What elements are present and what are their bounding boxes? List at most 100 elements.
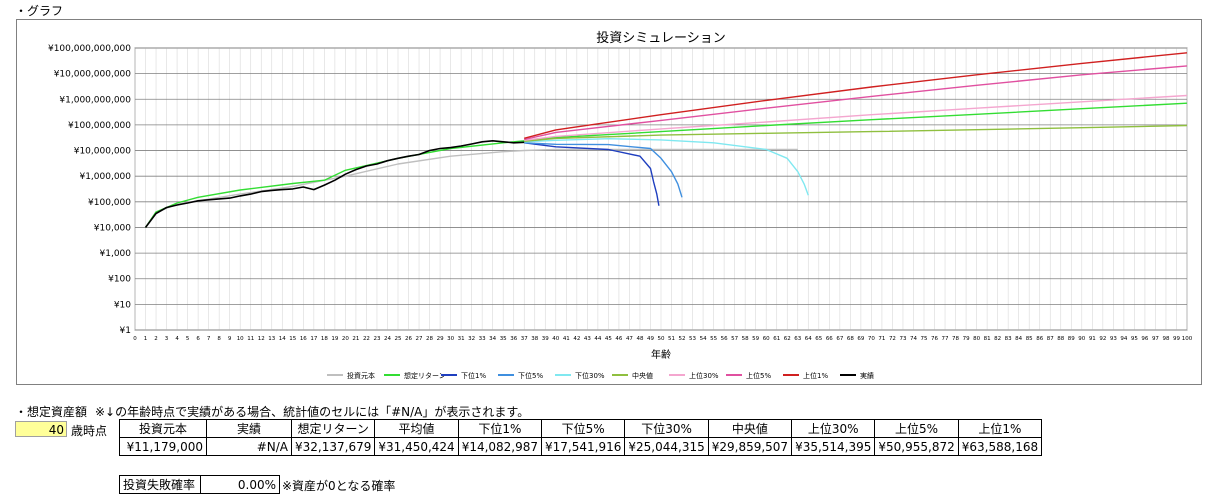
assets-section-label: ・想定資産額	[15, 405, 88, 419]
x-tick-label: 15	[289, 336, 296, 342]
series-line	[524, 124, 1188, 142]
value-actual: #N/A	[206, 437, 292, 456]
x-tick-label: 92	[1099, 336, 1106, 342]
chart-title: 投資シミュレーション	[596, 30, 725, 46]
series-line	[144, 140, 525, 228]
value-upper-1: ¥63,588,168	[957, 437, 1043, 456]
x-tick-label: 42	[573, 336, 580, 342]
x-axis-label: 年齢	[651, 348, 671, 361]
x-tick-label: 81	[984, 336, 991, 342]
y-tick-label: ¥1,000,000,000	[59, 95, 131, 105]
x-tick-label: 47	[626, 336, 633, 342]
x-tick-label: 84	[1015, 336, 1022, 342]
x-tick-label: 57	[731, 336, 738, 342]
legend-label: 上位1%	[803, 371, 828, 380]
x-tick-label: 0	[133, 336, 137, 342]
x-tick-label: 88	[1057, 336, 1064, 342]
value-mean: ¥31,450,424	[374, 437, 459, 456]
x-tick-label: 65	[815, 336, 822, 342]
x-tick-label: 80	[973, 336, 980, 342]
series-line	[144, 102, 1188, 228]
x-tick-label: 29	[437, 336, 444, 342]
x-tick-label: 23	[373, 336, 380, 342]
x-tick-label: 62	[784, 336, 791, 342]
series-line	[524, 142, 683, 198]
header-mean: 平均値	[374, 419, 459, 438]
x-tick-label: 1	[144, 336, 148, 342]
y-tick-label: ¥100,000,000	[68, 121, 131, 131]
x-tick-label: 17	[310, 336, 317, 342]
x-tick-label: 70	[868, 336, 875, 342]
age-input[interactable]: 40	[15, 421, 67, 437]
header-median: 中央値	[707, 419, 793, 438]
x-tick-label: 6	[196, 336, 200, 342]
x-tick-label: 72	[889, 336, 896, 342]
series-line	[524, 142, 660, 206]
x-tick-label: 77	[942, 336, 949, 342]
x-tick-label: 4	[175, 336, 179, 342]
series-line	[524, 65, 1188, 141]
x-tick-label: 40	[552, 336, 559, 342]
value-lower-30: ¥25,044,315	[624, 437, 709, 456]
header-actual: 実績	[206, 419, 292, 438]
x-tick-label: 56	[721, 336, 728, 342]
x-tick-label: 50	[658, 336, 665, 342]
stats-table: 投資元本 実績 想定リターン 平均値 下位1% 下位5% 下位30% 中央値 上…	[119, 419, 1043, 456]
header-lower-5: 下位5%	[541, 419, 626, 438]
x-tick-label: 48	[636, 336, 643, 342]
x-tick-label: 89	[1068, 336, 1075, 342]
x-tick-label: 100	[1182, 336, 1193, 342]
x-tick-label: 68	[847, 336, 854, 342]
x-tick-label: 46	[615, 336, 622, 342]
x-tick-label: 87	[1047, 336, 1054, 342]
header-upper-30: 上位30%	[791, 419, 876, 438]
value-expected-return: ¥32,137,679	[290, 437, 376, 456]
x-tick-label: 12	[258, 336, 265, 342]
stats-header-row: 投資元本 実績 想定リターン 平均値 下位1% 下位5% 下位30% 中央値 上…	[119, 419, 1043, 438]
x-tick-label: 71	[878, 336, 885, 342]
stats-value-row: ¥11,179,000 #N/A ¥32,137,679 ¥31,450,424…	[119, 437, 1043, 456]
x-tick-label: 74	[910, 336, 917, 342]
header-upper-5: 上位5%	[874, 419, 959, 438]
x-tick-label: 94	[1120, 336, 1127, 342]
x-tick-label: 22	[363, 336, 370, 342]
x-tick-label: 73	[899, 336, 906, 342]
legend-label: 下位5%	[518, 371, 543, 380]
x-tick-label: 86	[1036, 336, 1043, 342]
x-tick-label: 7	[207, 336, 211, 342]
x-tick-label: 83	[1005, 336, 1012, 342]
x-tick-label: 79	[963, 336, 970, 342]
x-tick-label: 93	[1110, 336, 1117, 342]
series-line	[524, 137, 809, 196]
x-tick-label: 5	[186, 336, 190, 342]
value-upper-5: ¥50,955,872	[874, 437, 959, 456]
simulation-chart: ¥1 ¥10 ¥100 ¥1,000 ¥10,000 ¥100,000 ¥1,000,000…	[48, 30, 1193, 380]
x-tick-label: 54	[700, 336, 707, 342]
header-principal: 投資元本	[119, 419, 207, 438]
x-tick-label: 95	[1131, 336, 1138, 342]
header-upper-1: 上位1%	[957, 419, 1043, 438]
x-tick-label: 19	[331, 336, 338, 342]
x-tick-label: 51	[668, 336, 675, 342]
x-tick-label: 30	[447, 336, 454, 342]
value-median: ¥29,859,507	[707, 437, 793, 456]
age-suffix: 歳時点	[71, 424, 108, 438]
x-tick-label: 61	[773, 336, 780, 342]
x-tick-label: 67	[836, 336, 843, 342]
x-tick-label: 90	[1078, 336, 1085, 342]
x-tick-label: 53	[689, 336, 696, 342]
y-tick-label: ¥100	[108, 275, 131, 285]
x-tick-label: 25	[395, 336, 402, 342]
x-tick-label: 49	[647, 336, 654, 342]
fail-rate-note: ※資産が0となる確率	[282, 479, 396, 493]
y-tick-label: ¥10,000	[94, 223, 131, 233]
x-tick-label: 76	[931, 336, 938, 342]
y-tick-label: ¥1,000,000	[79, 172, 131, 182]
fail-rate-label: 投資失敗確率	[119, 475, 201, 494]
x-tick-label: 60	[763, 336, 770, 342]
value-principal: ¥11,179,000	[119, 437, 207, 456]
x-tick-label: 97	[1152, 336, 1159, 342]
legend-label: 中央値	[632, 371, 653, 380]
x-tick-label: 38	[531, 336, 538, 342]
legend-label: 実績	[860, 371, 874, 380]
